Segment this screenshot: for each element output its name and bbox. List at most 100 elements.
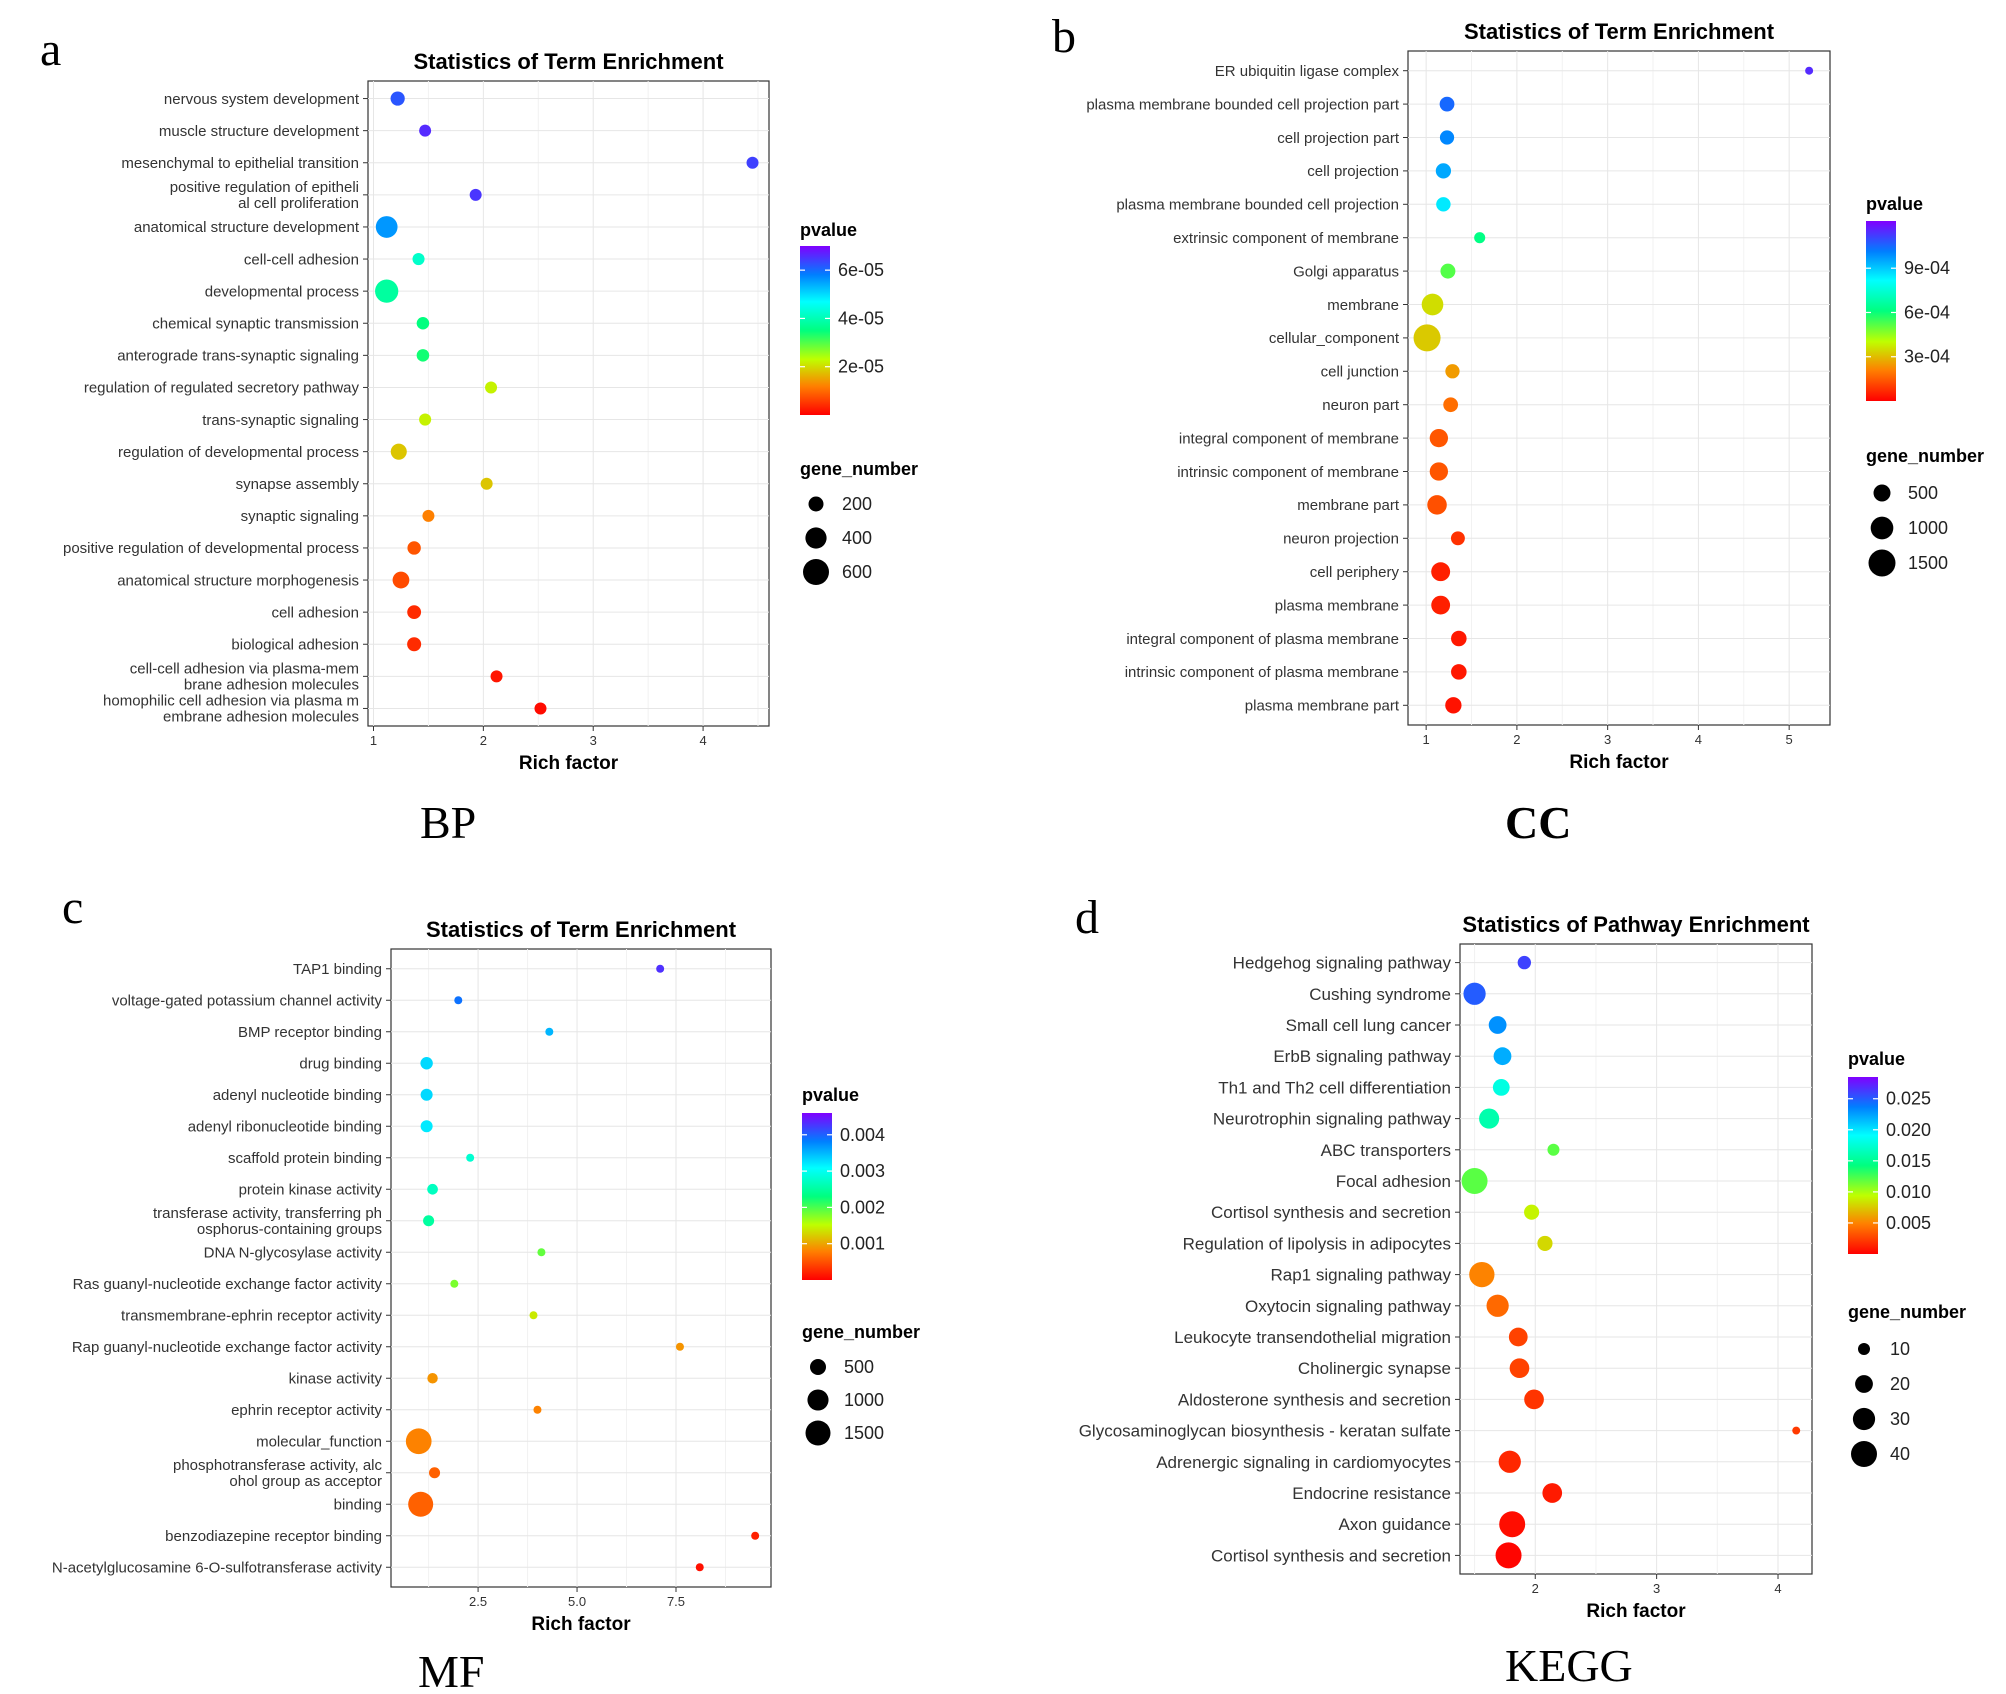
data-point <box>1537 1235 1553 1251</box>
y-category-label: homophilic cell adhesion via plasma m emb… <box>103 693 359 726</box>
data-point <box>1524 1389 1544 1410</box>
y-category-label: Leukocyte transendothelial migration <box>1174 1328 1451 1347</box>
y-category-label: plasma membrane part <box>1245 698 1400 715</box>
data-point <box>1469 1261 1495 1288</box>
data-point <box>1495 1542 1522 1569</box>
y-category-label: integral component of membrane <box>1179 430 1399 447</box>
y-category-label: synaptic signaling <box>241 508 359 525</box>
y-category-label: Oxytocin signaling pathway <box>1245 1297 1452 1316</box>
y-category-label: nervous system development <box>164 91 360 108</box>
size-legend-label: 1500 <box>1908 553 1948 573</box>
size-legend-circle <box>805 1420 831 1446</box>
y-category-label: neuron projection <box>1283 531 1399 548</box>
pvalue-legend-title: pvalue <box>1848 1049 1905 1069</box>
y-category-label: ER ubiquitin ligase complex <box>1215 63 1400 80</box>
data-point <box>405 1428 432 1455</box>
x-axis-title: Rich factor <box>519 753 619 774</box>
y-category-label: protein kinase activity <box>239 1182 383 1199</box>
y-category-label: Neurotrophin signaling pathway <box>1213 1110 1452 1129</box>
pvalue-legend-label: 0.004 <box>840 1125 885 1145</box>
x-tick-label: 4 <box>699 733 706 748</box>
y-category-label: positive regulation of developmental pro… <box>63 540 359 557</box>
data-point <box>656 964 665 973</box>
y-category-label: Endocrine resistance <box>1292 1484 1451 1503</box>
y-category-label: Axon guidance <box>1339 1515 1451 1534</box>
size-legend-label: 10 <box>1890 1339 1910 1359</box>
data-point <box>1486 1294 1509 1317</box>
size-legend-label: 1000 <box>1908 518 1948 538</box>
data-point <box>1508 1327 1528 1347</box>
data-point <box>480 477 493 490</box>
data-point <box>1440 263 1456 279</box>
pvalue-legend-title: pvalue <box>802 1085 859 1105</box>
panel-letter-d: d <box>1075 891 1099 944</box>
x-axis-title: Rich factor <box>531 1614 631 1635</box>
data-point <box>545 1027 554 1036</box>
x-tick-label: 2 <box>1513 732 1520 747</box>
size-legend-circle <box>1852 1407 1876 1431</box>
data-point <box>454 996 463 1005</box>
chart-panel-bp: Statistics of Term Enrichment 1 2 3 4 Rich fa… <box>63 49 918 774</box>
data-point <box>746 156 759 169</box>
chart-title: Statistics of Term Enrichment <box>1464 19 1775 44</box>
size-legend-label: 1500 <box>844 1423 884 1443</box>
caption-kegg: KEGG <box>1505 1640 1633 1691</box>
data-point <box>1439 130 1455 145</box>
caption-bp: BP <box>420 797 476 848</box>
data-point <box>1429 428 1449 448</box>
data-point <box>419 124 432 137</box>
y-category-label: Focal adhesion <box>1336 1172 1451 1191</box>
x-tick-label: 3 <box>1604 732 1611 747</box>
y-category-label: cell adhesion <box>271 604 359 621</box>
y-category-label: ErbB signaling pathway <box>1273 1047 1451 1066</box>
data-point <box>412 253 425 266</box>
data-point <box>1463 982 1486 1005</box>
y-category-label: Ras guanyl-nucleotide exchange factor ac… <box>73 1276 383 1293</box>
data-point <box>1439 96 1455 112</box>
size-legend-circle <box>803 559 829 585</box>
size-legend-circle <box>1855 1375 1873 1393</box>
y-category-label: regulation of regulated secretory pathwa… <box>84 380 360 397</box>
y-category-label: plasma membrane bounded cell projection … <box>1086 96 1400 113</box>
data-point <box>1499 1511 1526 1538</box>
data-point <box>423 1215 435 1227</box>
pvalue-colorbar <box>800 246 830 415</box>
data-point <box>1431 595 1451 615</box>
data-point <box>1488 1016 1507 1034</box>
y-category-label: Golgi apparatus <box>1293 263 1399 280</box>
data-point <box>1451 664 1467 680</box>
y-category-label: regulation of developmental process <box>118 444 359 461</box>
y-category-label: cell projection part <box>1277 130 1400 147</box>
size-legend-circle <box>1868 549 1896 577</box>
plot-area <box>367 80 770 727</box>
y-category-label: binding <box>334 1497 382 1514</box>
size-legend-circle <box>805 527 827 549</box>
chart-title: Statistics of Pathway Enrichment <box>1462 912 1810 937</box>
data-point <box>1445 364 1460 379</box>
y-category-label: extrinsic component of membrane <box>1173 230 1399 247</box>
size-legend-label: 600 <box>842 562 872 582</box>
size-legend-circle <box>810 1359 826 1375</box>
x-tick-label: 4 <box>1774 1581 1781 1596</box>
data-point <box>537 1248 546 1257</box>
size-legend-label: 20 <box>1890 1374 1910 1394</box>
y-category-label: ephrin receptor activity <box>231 1402 382 1419</box>
data-point <box>429 1467 441 1479</box>
data-point <box>1427 495 1447 515</box>
y-category-label: biological adhesion <box>231 637 359 654</box>
data-point <box>1805 66 1814 75</box>
data-point <box>390 443 407 460</box>
y-category-label: developmental process <box>205 283 359 300</box>
y-category-label: intrinsic component of plasma membrane <box>1125 664 1399 681</box>
data-point <box>407 605 422 620</box>
chart-title: Statistics of Term Enrichment <box>413 49 724 74</box>
y-category-label: mesenchymal to epithelial transition <box>121 155 359 172</box>
data-point <box>1493 1047 1512 1066</box>
y-category-label: anatomical structure development <box>134 219 360 236</box>
pvalue-legend-label: 0.025 <box>1886 1089 1931 1109</box>
y-category-label: ABC transporters <box>1321 1141 1451 1160</box>
data-point <box>1431 562 1451 582</box>
pvalue-legend-label: 0.020 <box>1886 1120 1931 1140</box>
data-point <box>1451 630 1467 647</box>
y-category-label: trans-synaptic signaling <box>202 412 359 429</box>
